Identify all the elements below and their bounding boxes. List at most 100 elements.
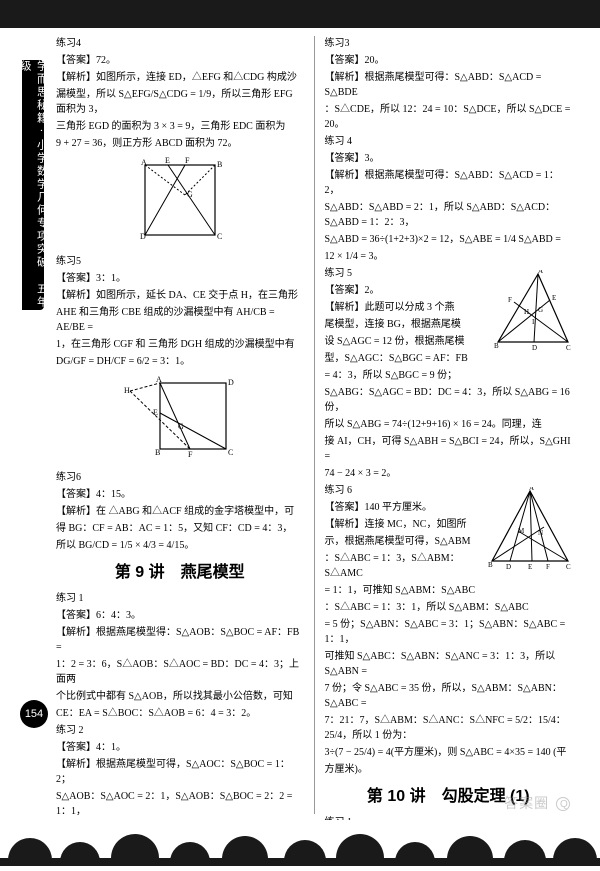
r-ex3-l2: ：S△CDE，所以 12：24 = 10：S△DCE，所以 S△DCE = 20… <box>325 102 573 132</box>
r-ex5-title: 练习 5 <box>325 266 491 281</box>
svg-text:C: C <box>217 232 222 241</box>
svg-text:C: C <box>566 344 571 350</box>
ex4-analysis3: 三角形 EGD 的面积为 3 × 3 = 9，三角形 EDC 面积为 <box>56 119 304 134</box>
s9ex2-l2: S△AOB：S△AOC = 2：1，S△AOB：S△BOC = 2：2 = 1：… <box>56 789 304 819</box>
svg-text:G: G <box>178 422 184 431</box>
ex6-l3: 所以 BG/CD = 1/5 × 4/3 = 4/15。 <box>56 538 304 553</box>
column-divider <box>314 36 315 814</box>
svg-text:A: A <box>538 270 543 275</box>
ex6-answer: 【答案】4：15。 <box>56 487 304 502</box>
r-ex5-l1: 【解析】此题可以分成 3 个燕 <box>325 300 491 315</box>
r-ex5-l6: S△ABG：S△AGC = BD：DC = 4：3，所以 S△ABG = 16 … <box>325 385 573 415</box>
svg-text:E: E <box>153 408 158 417</box>
r-ex6-l3: ：S△ABC = 1：3，S△ABM：S△AMC <box>325 551 485 581</box>
s9ex2-l1: 【解析】根据燕尾模型可得，S△AOC：S△BOC = 1：2； <box>56 757 304 787</box>
svg-text:D: D <box>228 378 234 387</box>
svg-text:F: F <box>185 156 190 165</box>
s9ex1-l4: CE：EA = S△BOC：S△AOB = 6：4 = 3：2。 <box>56 706 304 721</box>
svg-text:H: H <box>124 386 130 395</box>
bottom-decoration <box>0 820 600 866</box>
r-ex6-l10: 3÷(7 − 25/4) = 4(平方厘米)，则 S△ABC = 4×35 = … <box>325 745 573 760</box>
r-ex5-l4: 型，S△AGC：S△BGC = AF：FB <box>325 351 491 366</box>
ex4-answer: 【答案】72。 <box>56 53 304 68</box>
ex5-l1: 【解析】如图所示，延长 DA、CE 交于点 H，在三角形 <box>56 288 304 303</box>
watermark-text: 答案圈 <box>504 795 549 811</box>
svg-text:C: C <box>228 448 233 457</box>
r-ex4-title: 练习 4 <box>325 134 573 149</box>
svg-text:B: B <box>217 160 222 169</box>
r-ex6-l7: 可推知 S△ABC：S△ABN：S△ANC = 3：1：3，所以 S△ABN = <box>325 649 573 679</box>
r-ex4-l3: S△ABD = 36÷(1+2+3)×2 = 12，S△ABE = 1/4 S△… <box>325 232 573 247</box>
svg-text:N: N <box>538 529 543 537</box>
svg-text:E: E <box>165 156 170 165</box>
svg-text:D: D <box>532 344 537 350</box>
svg-text:G: G <box>538 306 543 314</box>
right-column: 练习3 【答案】20。 【解析】根据燕尾模型可得：S△ABD：S△ACD = S… <box>325 36 573 814</box>
ex4-analysis1: 【解析】如图所示，连接 ED，△EFG 和△CDG 构成沙 <box>56 70 304 85</box>
r-ex6-l4: = 1：1，可推知 S△ABM：S△ABC <box>325 583 485 598</box>
svg-text:C: C <box>566 563 571 569</box>
r-ex3-title: 练习3 <box>325 36 573 51</box>
ex6-l1: 【解析】在 △ABG 和△ACF 组成的金字塔模型中，可 <box>56 504 304 519</box>
svg-text:A: A <box>141 158 147 167</box>
section-9-title: 第 9 讲 燕尾模型 <box>56 561 304 585</box>
s9ex1-l2: 1：2 = 3：6，S△AOB：S△AOC = BD：DC = 4：3；上面两 <box>56 657 304 687</box>
r-ex4-l4: 12 × 1/4 = 3。 <box>325 249 573 264</box>
ex5-l2: AHE 和三角形 CBE 组成的沙漏模型中有 AH/CB = AE/BE = <box>56 305 304 335</box>
r-ex6-l1: 【解析】连接 MC，NC，如图所 <box>325 517 485 532</box>
svg-text:B: B <box>155 448 160 457</box>
r-ex5-l8: 接 AI，CH，可得 S△ABH = S△BCI = 24，所以，S△GHI = <box>325 434 573 464</box>
top-decoration <box>0 0 600 28</box>
r-ex4-answer: 【答案】3。 <box>325 151 573 166</box>
r-ex5-l7: 所以 S△ABG = 74÷(12+9+16) × 16 = 24。同理，连 <box>325 417 573 432</box>
s9ex1-l1: 【解析】根据燕尾模型得：S△AOB：S△BOC = AF：FB = <box>56 625 304 655</box>
ex5-l3: 1，在三角形 CGF 和 三角形 DGH 组成的沙漏模型中有 <box>56 337 304 352</box>
svg-text:M: M <box>518 527 525 535</box>
svg-text:G: G <box>187 190 193 199</box>
s9ex1-l3: 个比例式中都有 S△AOB，所以找其最小公倍数，可知 <box>56 689 304 704</box>
r-ex6-l2: 示，根据燕尾模型可得，S△ABM <box>325 534 485 549</box>
ex5-l4: DG/GF = DH/CF = 6/2 = 3：1。 <box>56 354 304 369</box>
svg-text:A: A <box>156 375 162 384</box>
page-number-badge: 154 <box>20 700 48 728</box>
r-ex5-l3: 设 S△AGC = 12 份，根据燕尾模 <box>325 334 491 349</box>
content-area: 练习4 【答案】72。 【解析】如图所示，连接 ED，△EFG 和△CDG 构成… <box>56 36 572 814</box>
svg-text:D: D <box>140 232 146 241</box>
s9ex2-answer: 【答案】4：1。 <box>56 740 304 755</box>
svg-text:A: A <box>529 487 534 492</box>
figure-triangle-2: A MN BD EF C <box>488 487 572 596</box>
r-ex5-l5: = 4：3，所以 S△BGC = 9 份； <box>325 368 491 383</box>
figure-square-2: H AD E G BFC <box>56 373 304 466</box>
r-ex6-l6: = 5 份；S△ABN：S△ABC = 3：1；S△ABN：S△ABC = 1：… <box>325 617 573 647</box>
r-ex5-answer: 【答案】2。 <box>325 283 491 298</box>
r-ex4-l1: 【解析】根据燕尾模型可得：S△ABD：S△ACD = 1：2， <box>325 168 573 198</box>
ex6-title: 练习6 <box>56 470 304 485</box>
ex4-analysis4: 9 + 27 = 36，则正方形 ABCD 面积为 72。 <box>56 136 304 151</box>
r-ex6-l9: 7：21：7，S△ABM：S△ANC：S△NFC = 5/2：15/4：25/4… <box>325 713 573 743</box>
svg-text:D: D <box>506 563 511 569</box>
svg-text:F: F <box>508 296 512 304</box>
s9ex2-title: 练习 2 <box>56 723 304 738</box>
r-ex3-l1: 【解析】根据燕尾模型可得：S△ABD：S△ACD = S△BDE <box>325 70 573 100</box>
ex5-title: 练习5 <box>56 254 304 269</box>
svg-text:B: B <box>488 561 493 569</box>
r-ex6-answer: 【答案】140 平方厘米。 <box>325 500 485 515</box>
ex6-l2: 得 BG：CF = AB：AC = 1：5，又知 CF：CD = 4：3， <box>56 521 304 536</box>
r-ex6-l5: ：S△ABC = 1：3：1，所以 S△ABM：S△ABC <box>325 600 573 615</box>
ex4-analysis2: 漏模型，所以 S△EFG/S△CDG = 1/9，所以三角形 EFG 面积为 3… <box>56 87 304 117</box>
svg-text:H: H <box>524 308 529 316</box>
svg-text:E: E <box>528 563 532 569</box>
r-ex6-title: 练习 6 <box>325 483 485 498</box>
s9ex1-title: 练习 1 <box>56 591 304 606</box>
sidebar-tab: 学而思秘籍·小学数学几何专项突破 五年级 <box>22 60 44 310</box>
r-ex6-l8: 7 份；令 S△ABC = 35 份，所以，S△ABM：S△ABN：S△ABC … <box>325 681 573 711</box>
watermark: 答案圈 Q <box>504 793 570 814</box>
figure-triangle-1: A FE HG I BDC <box>494 270 572 381</box>
r-ex6-l11: 方厘米)。 <box>325 762 573 777</box>
s9ex1-answer: 【答案】6：4：3。 <box>56 608 304 623</box>
left-column: 练习4 【答案】72。 【解析】如图所示，连接 ED，△EFG 和△CDG 构成… <box>56 36 304 814</box>
ex4-title: 练习4 <box>56 36 304 51</box>
r-ex4-l2: S△ABD：S△ABD = 2：1，所以 S△ABD：S△ACD：S△ABD =… <box>325 200 573 230</box>
r-ex3-answer: 【答案】20。 <box>325 53 573 68</box>
svg-text:E: E <box>552 294 556 302</box>
